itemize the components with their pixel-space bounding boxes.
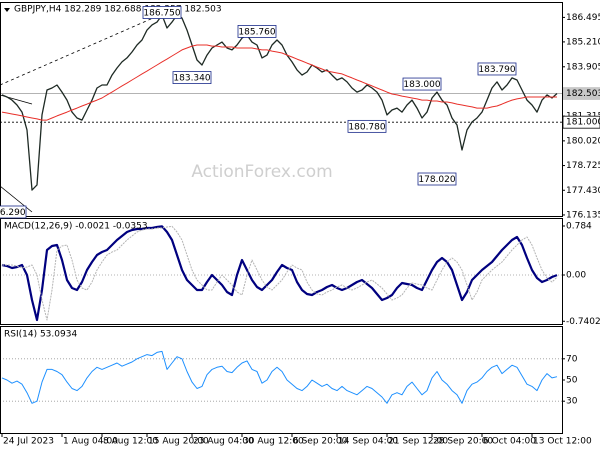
- rsi-panel: [0, 350, 562, 404]
- macd-panel: [0, 225, 562, 322]
- y-tick-label: 176.135: [566, 210, 600, 220]
- price-label: 181.000: [566, 118, 600, 128]
- annotation-label: 180.780: [348, 122, 385, 132]
- y-tick-label: 0.00: [566, 271, 586, 281]
- x-tick-label: 30 Aug 12:00: [243, 437, 304, 447]
- annotation-box: [0, 205, 27, 219]
- x-tick-label: 6 Oct 04:00: [483, 437, 536, 447]
- x-tick-label: 13 Oct 12:00: [533, 437, 592, 447]
- annotation-box: [142, 6, 182, 19]
- menu-triangle: [4, 8, 10, 12]
- y-tick-label: 185.210: [566, 37, 600, 47]
- x-tick-label: 6 Sep 20:00: [293, 437, 348, 447]
- x-tick-label: 23 Aug 04:00: [193, 437, 254, 447]
- annotation-label: 176.290: [0, 208, 26, 218]
- panel-frame: [0, 2, 563, 217]
- annotation-label: 186.750: [143, 9, 180, 19]
- watermark: ActionForex.com: [191, 162, 332, 182]
- series-line: [2, 225, 558, 321]
- price-panel: ActionForex.com: [0, 14, 562, 213]
- annotation-box: [417, 172, 457, 186]
- annotation-box: [347, 119, 387, 133]
- rsi-title: RSI(14) 53.0934: [4, 330, 77, 340]
- x-tick-label: 14 Sep 04:00: [338, 437, 398, 447]
- series-line: [1, 44, 557, 121]
- price-label: 182.503: [566, 89, 600, 99]
- chart-title: GBPJPY,H4 182.289 182.688 182.257 182.50…: [14, 5, 222, 15]
- channel-line: [0, 185, 33, 213]
- annotation-box: [402, 77, 442, 91]
- x-tick-label: 8 Aug 12:00: [103, 437, 158, 447]
- annotation-box: [172, 71, 212, 84]
- annotation-label: 183.340: [173, 74, 210, 84]
- x-tick-label: 15 Aug 20:00: [148, 437, 209, 447]
- trend-line: [0, 14, 161, 86]
- macd-title: MACD(12,26,9) -0.0021 -0.0353: [4, 222, 148, 232]
- annotation-box: [477, 62, 517, 76]
- x-tick-label: 1 Aug 04:00: [63, 437, 118, 447]
- y-tick-label: 186.495: [566, 13, 600, 23]
- y-tick-label: 0.784: [566, 222, 592, 232]
- y-tick-label: 183.905: [566, 62, 600, 72]
- x-tick-label: 24 Jul 2023: [3, 437, 54, 447]
- annotation-label: 178.020: [418, 175, 455, 185]
- y-tick-label: -0.7402: [566, 317, 600, 327]
- y-tick-label: 180.020: [566, 136, 600, 146]
- series-line: [1, 350, 558, 404]
- y-tick-label: 50: [566, 376, 578, 386]
- series-line: [1, 14, 558, 191]
- panel-frame: [0, 326, 563, 434]
- x-tick-label: 28 Sep 20:00: [433, 437, 493, 447]
- labels: 186.495185.210183.905181.315180.020178.7…: [1, 13, 600, 447]
- annotation-box: [237, 25, 277, 38]
- annotation-label: 183.790: [478, 65, 515, 75]
- series-line: [1, 225, 558, 322]
- x-tick-label: 21 Sep 12:00: [388, 437, 448, 447]
- annotation-label: 183.000: [403, 80, 440, 90]
- y-tick-label: 177.430: [566, 186, 600, 196]
- y-tick-label: 30: [566, 397, 578, 407]
- panel-frame: [0, 218, 563, 325]
- annotation-label: 185.760: [238, 27, 275, 37]
- y-tick-label: 178.725: [566, 161, 600, 171]
- y-tick-label: 70: [566, 354, 578, 364]
